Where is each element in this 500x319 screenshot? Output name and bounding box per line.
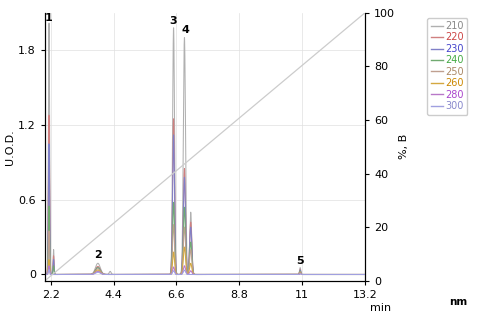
Text: nm: nm — [449, 297, 468, 307]
Legend: 210, 220, 230, 240, 250, 260, 280, 300: 210, 220, 230, 240, 250, 260, 280, 300 — [428, 18, 468, 115]
Text: 4: 4 — [181, 25, 189, 35]
Text: min: min — [370, 303, 391, 313]
Text: 2: 2 — [94, 250, 102, 260]
Y-axis label: U.O.D.: U.O.D. — [6, 129, 16, 165]
Text: 1: 1 — [45, 13, 53, 23]
Y-axis label: %, B: %, B — [399, 134, 409, 160]
Text: 3: 3 — [170, 17, 177, 26]
Text: 5: 5 — [296, 256, 304, 265]
